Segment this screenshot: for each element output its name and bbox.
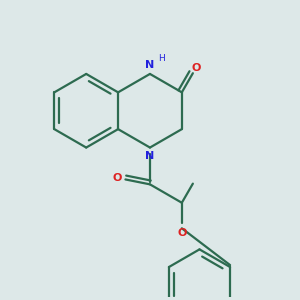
Text: O: O xyxy=(177,228,187,238)
Text: N: N xyxy=(145,60,154,70)
Text: N: N xyxy=(145,152,154,161)
Text: O: O xyxy=(112,173,122,184)
Text: O: O xyxy=(191,63,200,73)
Text: H: H xyxy=(158,54,165,63)
